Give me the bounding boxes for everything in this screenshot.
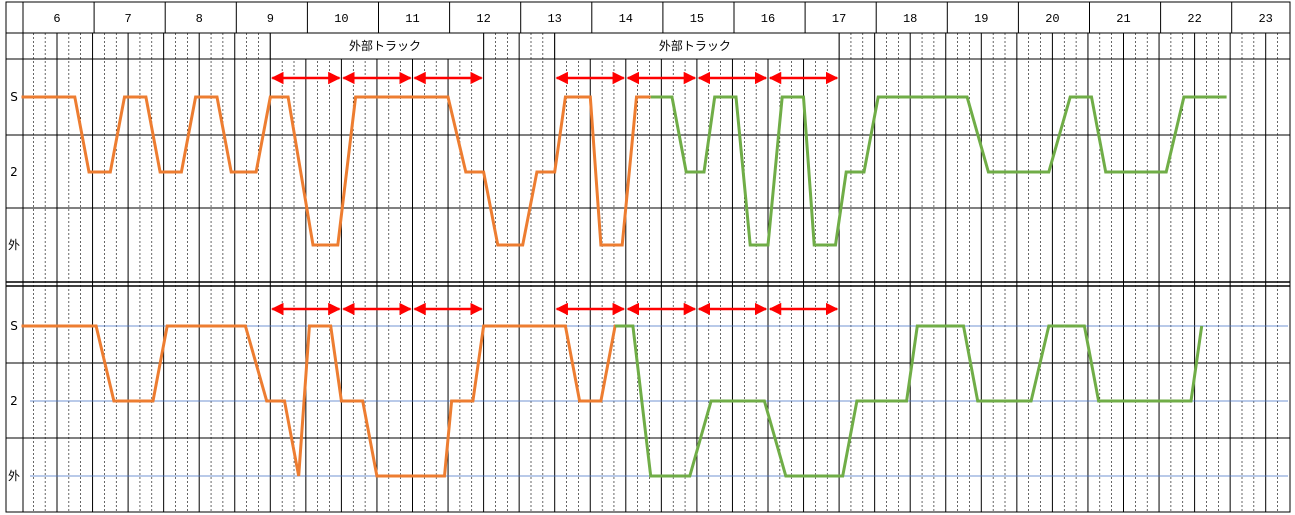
arrow-layer [271, 71, 839, 316]
series-line [615, 324, 1204, 478]
hour-label-21: 21 [1116, 12, 1130, 26]
annotation-box [554, 32, 840, 60]
hour-label-23: 23 [1258, 12, 1272, 26]
hour-label-14: 14 [619, 12, 633, 26]
grid-layer [5, 1, 1291, 513]
hour-label-18: 18 [903, 12, 917, 26]
hour-label-16: 16 [761, 12, 775, 26]
hour-label-7: 7 [124, 12, 131, 26]
hour-label-8: 8 [196, 12, 203, 26]
hour-header: 6 7 8 9 10 11 12 13 14 15 16 17 18 19 20 21 22 23 [22, 2, 1273, 33]
y-label-S: S [10, 90, 18, 104]
hour-label-22: 22 [1187, 12, 1201, 26]
y-label-外: 外 [8, 469, 20, 483]
hour-label-15: 15 [690, 12, 704, 26]
series-line [21, 324, 626, 478]
y-label-2: 2 [10, 394, 18, 408]
annotation-row: 外部トラック 外部トラック [269, 32, 840, 60]
hour-label-13: 13 [547, 12, 561, 26]
hour-label-20: 20 [1045, 12, 1059, 26]
hour-label-9: 9 [267, 12, 274, 26]
y-label-外: 外 [8, 238, 20, 252]
hour-label-17: 17 [832, 12, 846, 26]
series-line [21, 95, 651, 247]
hour-label-11: 11 [405, 12, 419, 26]
series-line [650, 95, 1227, 247]
hour-label-19: 19 [974, 12, 988, 26]
annotation-label: 外部トラック [659, 38, 731, 53]
hour-label-12: 12 [476, 12, 490, 26]
outer-border [5, 1, 1291, 513]
annotation-label: 外部トラック [349, 38, 421, 53]
annotation-box [269, 32, 485, 60]
y-axis-labels: S 2 外 S 2 外 [8, 90, 20, 483]
series-layer [21, 95, 1227, 478]
hour-label-6: 6 [53, 12, 60, 26]
y-label-S: S [10, 319, 18, 333]
hour-label-10: 10 [334, 12, 348, 26]
y-label-2: 2 [10, 165, 18, 179]
